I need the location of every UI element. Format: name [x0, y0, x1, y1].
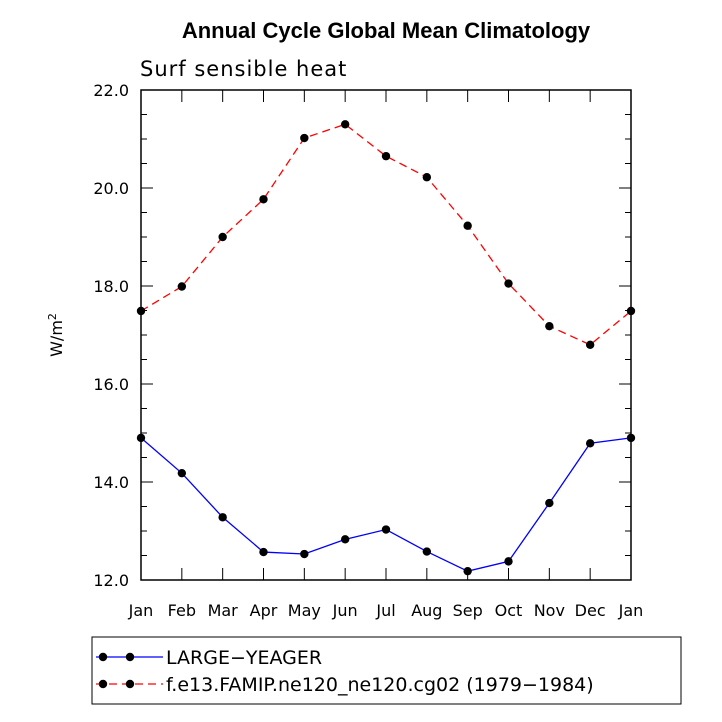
x-tick-label: Jan — [128, 601, 154, 620]
y-tick-label: 12.0 — [93, 571, 129, 590]
series-1-point — [463, 566, 472, 576]
series-1-point — [340, 535, 350, 544]
y-axis-label-superscript: 2 — [46, 313, 59, 320]
series-1-point — [381, 525, 391, 534]
y-tick-label: 22.0 — [93, 81, 129, 100]
series-layer — [136, 120, 636, 576]
legend-items: LARGE−YEAGER f.e13.FAMIP.ne120_ne120.cg02… — [96, 647, 594, 696]
x-tick-label: Sep — [453, 601, 483, 620]
series-2-point — [381, 151, 391, 161]
series-2-point — [545, 321, 554, 331]
x-tick-label: Mar — [208, 601, 239, 620]
series-1-point — [177, 468, 187, 478]
chart-subtitle: Surf sensible heat — [140, 57, 347, 81]
series-line-1 — [140, 437, 632, 572]
legend-marker-1 — [98, 652, 108, 662]
legend: LARGE−YEAGER f.e13.FAMIP.ne120_ne120.cg02… — [91, 636, 682, 705]
y-axis-label: W/m2 — [46, 313, 66, 357]
legend-box — [91, 636, 682, 705]
x-tick-label: May — [288, 601, 321, 620]
x-tick-label: Oct — [495, 601, 523, 620]
series-2-point — [463, 221, 472, 230]
x-tick-label: Apr — [250, 601, 278, 620]
svg-text:W/m2: W/m2 — [46, 313, 66, 357]
chart-title: Annual Cycle Global Mean Climatology — [182, 18, 591, 43]
x-tick-label: Dec — [575, 601, 606, 620]
legend-marker-1 — [125, 652, 135, 662]
legend-label-2: f.e13.FAMIP.ne120_ne120.cg02 (1979−1984) — [166, 674, 594, 696]
plot-frame — [140, 89, 632, 581]
x-tick-label: Jul — [375, 601, 395, 620]
series-1-point — [504, 557, 513, 566]
series-2-point — [177, 282, 187, 291]
series-2-point — [504, 279, 513, 288]
series-1-point — [218, 513, 227, 522]
series-1-point — [422, 547, 432, 556]
x-tick-label: Jun — [332, 601, 358, 620]
legend-marker-2 — [98, 679, 108, 689]
series-2-point — [218, 232, 227, 242]
y-tick-label: 20.0 — [93, 179, 129, 198]
y-tick-labels: 12.0 14.0 16.0 18.0 20.0 22.0 — [93, 81, 129, 590]
y-axis-label-text: W/m — [47, 320, 66, 357]
y-tick-label: 18.0 — [93, 277, 129, 296]
series-1-point — [259, 547, 268, 557]
y-tick-label: 16.0 — [93, 375, 129, 394]
legend-label-1: LARGE−YEAGER — [166, 647, 322, 669]
series-1-point — [300, 549, 309, 559]
series-1-point — [545, 498, 554, 508]
series-1-point — [585, 439, 595, 448]
series-2-point — [259, 195, 268, 204]
series-2-point — [585, 340, 595, 349]
x-tick-label: Nov — [534, 601, 565, 620]
x-tick-label: Aug — [411, 601, 442, 620]
y-tick-label: 14.0 — [93, 473, 129, 492]
x-tick-label: Jan — [618, 601, 644, 620]
axis-ticks — [140, 89, 632, 581]
series-2-point — [340, 120, 350, 129]
series-2-point — [422, 173, 432, 182]
x-tick-label: Feb — [168, 601, 196, 620]
x-tick-labels: Jan Feb Mar Apr May Jun Jul Aug Sep Oct Nov Dec Jan — [128, 601, 644, 620]
legend-marker-2 — [125, 679, 135, 689]
series-2-point — [300, 133, 309, 143]
